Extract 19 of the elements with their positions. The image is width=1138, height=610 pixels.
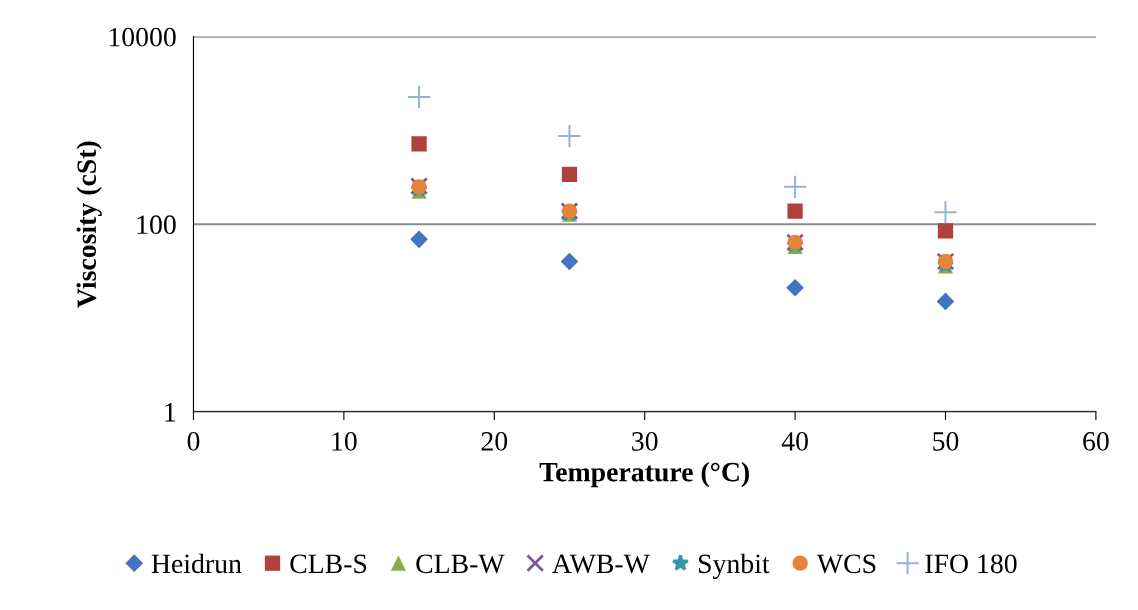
x-tick-label: 0 <box>187 432 200 451</box>
y-tick-label: 10000 <box>109 27 176 47</box>
legend-label: IFO 180 <box>925 554 1017 574</box>
x-tick-label: 10 <box>332 432 357 451</box>
legend-label: WCS <box>816 554 876 574</box>
legend-label: Heidrun <box>151 553 242 574</box>
x-tick-label: 40 <box>781 432 808 451</box>
legend-label: CLB-S <box>290 554 367 574</box>
legend-label: CLB-W <box>416 554 505 574</box>
x-tick-label: 30 <box>632 432 658 451</box>
x-tick-label: 50 <box>933 432 959 451</box>
legend-label: Synbit <box>698 553 770 579</box>
x-tick-label: 20 <box>481 432 508 451</box>
x-tick-label: 60 <box>1083 432 1109 451</box>
legend-label: AWB-W <box>552 554 650 574</box>
y-axis-title: Viscosity (cSt) <box>76 141 102 308</box>
y-tick-label: 100 <box>137 215 176 235</box>
x-axis-title: Temperature (°C) <box>539 461 749 488</box>
y-tick-label: 1 <box>165 403 176 422</box>
